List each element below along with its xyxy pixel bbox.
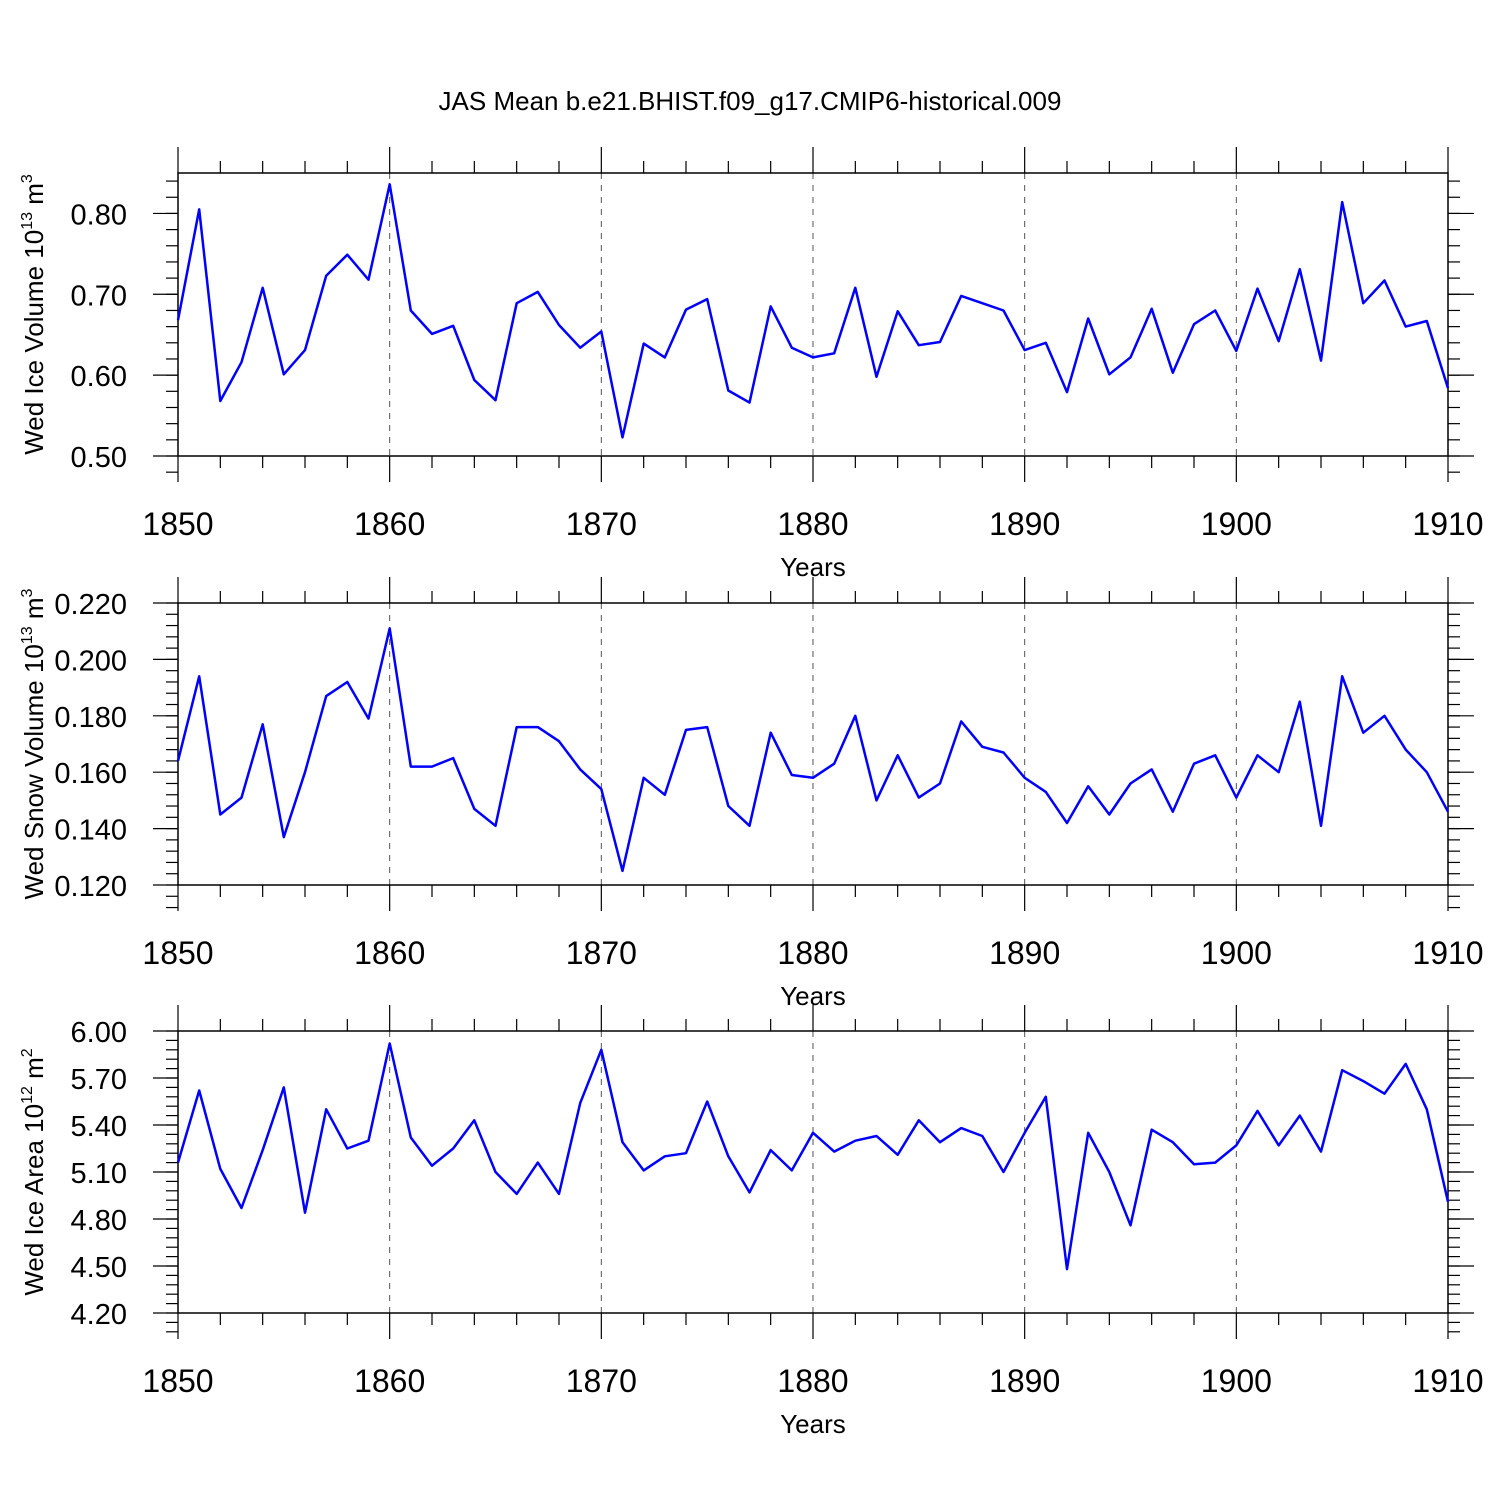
y-tick-label: 0.160 [54,758,127,790]
x-tick-label: 1890 [989,935,1060,971]
y-tick-label: 0.120 [54,871,127,903]
series-line [176,183,1450,439]
y-axis-label-text: Wed Ice Volume 10 [19,230,49,455]
y-axis-label-superscript: 12 [19,1086,36,1104]
y-tick-label: 0.80 [71,199,127,231]
x-tick-label: 1880 [777,1363,848,1399]
x-tick-label: 1910 [1412,506,1483,542]
chart-panel-3: 1850 1860 1870 1880 1890 1900 1910 4.20 4.50 4.80… [19,1005,1484,1439]
x-tick-label: 1890 [989,1363,1060,1399]
x-tick-label: 1880 [777,506,848,542]
x-axis-label: Years [780,1409,846,1439]
x-tick-label: 1900 [1201,506,1272,542]
y-axis-label-superscript: 3 [19,174,36,183]
y-axis-label-superscript: 2 [19,1048,36,1057]
x-tick-label: 1860 [354,1363,425,1399]
y-tick-label: 4.20 [71,1299,127,1331]
panels-container: 1850 1860 1870 1880 1890 1900 1910 0.50 0.60 0.70… [19,147,1484,1439]
x-tick-label: 1870 [566,506,637,542]
x-tick-label: 1860 [354,935,425,971]
y-tick-label: 0.70 [71,280,127,312]
y-axis-label: Wed Ice Volume 1013 m3 [19,174,49,455]
y-axis-label-text: Wed Snow Volume 10 [19,644,49,899]
y-tick-label: 0.140 [54,815,127,847]
y-axis-label: Wed Ice Area 1012 m2 [19,1048,49,1295]
x-tick-label: 1870 [566,1363,637,1399]
y-tick-label: 4.80 [71,1205,127,1237]
x-tick-label: 1890 [989,506,1060,542]
y-tick-label: 0.200 [54,645,127,677]
x-tick-label: 1910 [1412,1363,1483,1399]
chart-panel-2: 1850 1860 1870 1880 1890 1900 1910 0.120 0.140 0.… [19,577,1484,1011]
y-axis-label-superscript: 3 [19,588,36,597]
series-line [176,1042,1450,1271]
x-tick-label: 1850 [142,1363,213,1399]
y-tick-label: 0.60 [71,361,127,393]
plot-frame [177,602,1449,886]
y-tick-label: 0.180 [54,702,127,734]
x-tick-label: 1900 [1201,935,1272,971]
y-tick-label: 5.10 [71,1158,127,1190]
y-tick-label: 5.70 [71,1064,127,1096]
x-tick-label: 1870 [566,935,637,971]
x-tick-label: 1910 [1412,935,1483,971]
x-tick-label: 1850 [142,506,213,542]
y-tick-label: 0.220 [54,589,127,621]
y-tick-label: 4.50 [71,1252,127,1284]
y-tick-label: 5.40 [71,1111,127,1143]
x-tick-label: 1880 [777,935,848,971]
plot-frame [177,1030,1449,1314]
y-axis-label-text: Wed Ice Area 10 [19,1104,49,1296]
x-tick-label: 1900 [1201,1363,1272,1399]
y-tick-label: 0.50 [71,442,127,474]
x-tick-label: 1860 [354,506,425,542]
y-axis-label: Wed Snow Volume 1013 m3 [19,588,49,899]
figure-title: JAS Mean b.e21.BHIST.f09_g17.CMIP6-histo… [439,86,1062,116]
y-axis-label-superscript: 13 [19,626,36,644]
y-tick-label: 6.00 [71,1017,127,1049]
y-axis-label-text: m [19,1057,49,1086]
y-axis-label-text: m [19,597,49,626]
y-axis-label-superscript: 13 [19,212,36,230]
x-tick-label: 1850 [142,935,213,971]
series-line [176,627,1450,873]
chart-panel-1: 1850 1860 1870 1880 1890 1900 1910 0.50 0.60 0.70… [19,147,1484,582]
y-axis-label-text: m [19,183,49,212]
